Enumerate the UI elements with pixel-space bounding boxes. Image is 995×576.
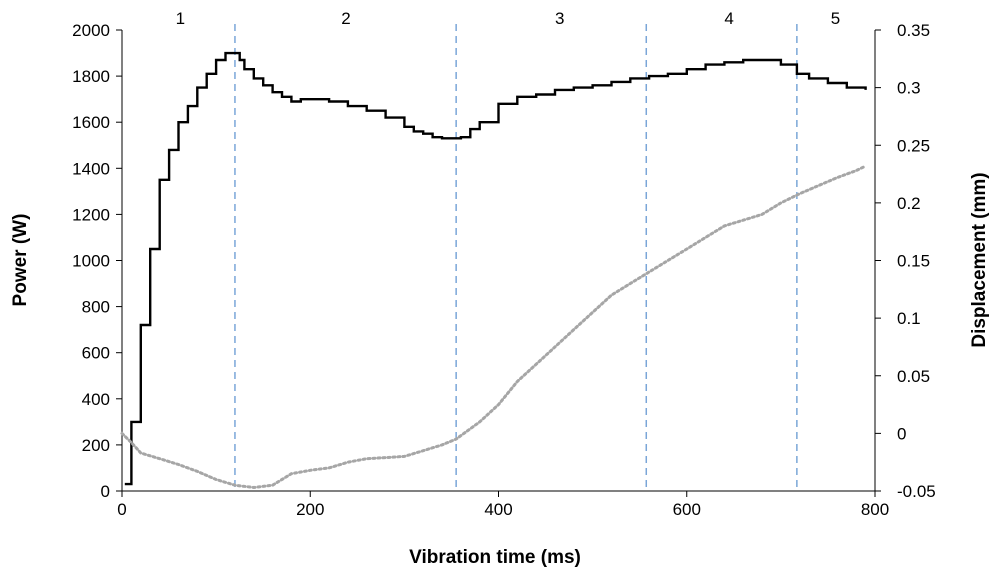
phase-labels: 1 2 3 4 5 bbox=[176, 9, 841, 28]
y-tick-label-left: 1200 bbox=[72, 205, 110, 224]
tick-labels: 0 200 400 600 800 0 200 400 600 800 1000 1200 1400 16… bbox=[72, 21, 936, 519]
y-tick-label-left: 2000 bbox=[72, 21, 110, 40]
phase-label: 1 bbox=[176, 9, 185, 28]
y-tick-label-right: 0.25 bbox=[897, 136, 930, 155]
y-tick-label-left: 800 bbox=[82, 298, 110, 317]
y-tick-label-right: 0.2 bbox=[897, 194, 921, 213]
x-tick-label: 0 bbox=[117, 500, 126, 519]
y-tick-label-left: 400 bbox=[82, 390, 110, 409]
y-axis-title-right: Displacement (mm) bbox=[969, 172, 990, 347]
y-tick-label-left: 600 bbox=[82, 344, 110, 363]
x-axis-title: Vibration time (ms) bbox=[409, 547, 581, 568]
y-tick-label-left: 1800 bbox=[72, 67, 110, 86]
phase-boundaries bbox=[234, 24, 798, 491]
x-tick-label: 800 bbox=[861, 500, 889, 519]
displacement-series-line bbox=[120, 164, 868, 490]
x-tick-label: 200 bbox=[296, 500, 324, 519]
y-tick-label-left: 1600 bbox=[72, 113, 110, 132]
y-axis-title-left: Power (W) bbox=[10, 214, 31, 307]
y-tick-label-right: 0.3 bbox=[897, 79, 921, 98]
x-tick-label: 400 bbox=[484, 500, 512, 519]
y-tick-label-left: 0 bbox=[101, 482, 110, 501]
y-tick-label-left: 200 bbox=[82, 436, 110, 455]
y-tick-label-left: 1400 bbox=[72, 159, 110, 178]
y-tick-label-right: 0 bbox=[897, 424, 906, 443]
phase-label: 3 bbox=[555, 9, 564, 28]
power-series-line bbox=[124, 51, 867, 486]
phase-label: 2 bbox=[341, 9, 350, 28]
y-tick-label-right: 0.1 bbox=[897, 309, 921, 328]
phase-label: 4 bbox=[724, 9, 733, 28]
x-tick-label: 600 bbox=[673, 500, 701, 519]
y-tick-label-right: 0.15 bbox=[897, 252, 930, 271]
phase-label: 5 bbox=[831, 9, 840, 28]
series-layer bbox=[120, 51, 868, 490]
y-tick-label-right: 0.05 bbox=[897, 367, 930, 386]
y-tick-label-right: -0.05 bbox=[897, 482, 936, 501]
y-tick-label-left: 1000 bbox=[72, 252, 110, 271]
axes bbox=[116, 29, 881, 497]
y-tick-label-right: 0.35 bbox=[897, 21, 930, 40]
